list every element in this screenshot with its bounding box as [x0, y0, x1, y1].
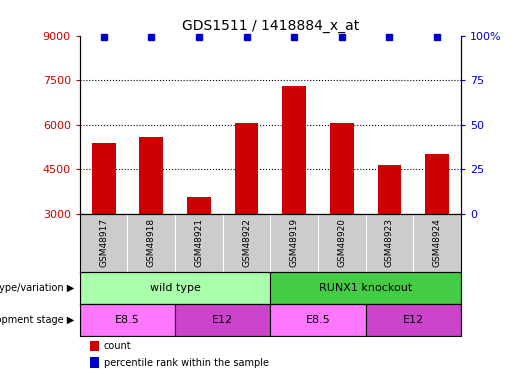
- Title: GDS1511 / 1418884_x_at: GDS1511 / 1418884_x_at: [182, 19, 359, 33]
- Text: GSM48922: GSM48922: [242, 218, 251, 267]
- Text: GSM48920: GSM48920: [337, 218, 346, 267]
- Bar: [425, 154, 449, 214]
- Text: E12: E12: [212, 315, 233, 325]
- Bar: [282, 86, 306, 214]
- Bar: [330, 123, 354, 214]
- Text: genotype/variation ▶: genotype/variation ▶: [0, 283, 75, 293]
- Text: RUNX1 knockout: RUNX1 knockout: [319, 283, 413, 293]
- Bar: [175, 304, 270, 336]
- Text: E12: E12: [403, 315, 424, 325]
- Text: development stage ▶: development stage ▶: [0, 315, 75, 325]
- Bar: [80, 304, 175, 336]
- Text: wild type: wild type: [150, 283, 200, 293]
- Text: GSM48923: GSM48923: [385, 218, 394, 267]
- Text: GSM48924: GSM48924: [433, 218, 441, 267]
- Text: GSM48918: GSM48918: [147, 218, 156, 267]
- Bar: [187, 197, 211, 214]
- Text: E8.5: E8.5: [305, 315, 331, 325]
- Bar: [235, 123, 259, 214]
- Text: GSM48917: GSM48917: [99, 218, 108, 267]
- Text: percentile rank within the sample: percentile rank within the sample: [104, 358, 268, 368]
- Bar: [270, 272, 461, 304]
- Bar: [140, 136, 163, 214]
- Bar: [377, 165, 401, 214]
- Bar: [270, 304, 366, 336]
- Bar: [92, 142, 115, 214]
- Bar: [80, 272, 270, 304]
- Text: count: count: [104, 341, 131, 351]
- Bar: [366, 304, 461, 336]
- Text: GSM48921: GSM48921: [195, 218, 203, 267]
- Text: E8.5: E8.5: [115, 315, 140, 325]
- Text: GSM48919: GSM48919: [290, 218, 299, 267]
